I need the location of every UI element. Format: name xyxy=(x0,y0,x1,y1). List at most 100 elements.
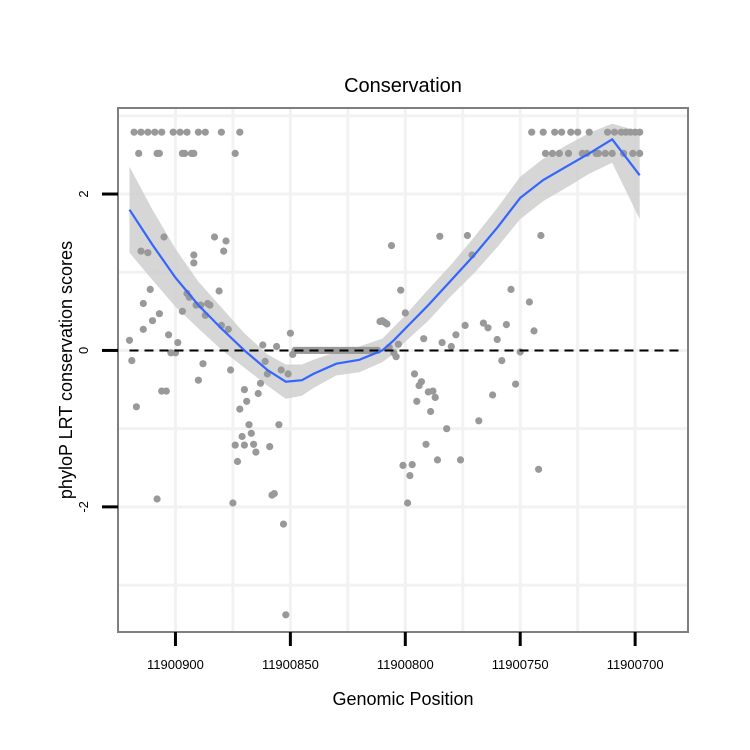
data-point xyxy=(438,339,446,347)
data-point xyxy=(206,301,214,309)
data-point xyxy=(535,465,543,473)
data-point xyxy=(475,417,483,425)
data-point xyxy=(456,456,465,464)
data-point xyxy=(270,490,278,498)
data-point xyxy=(201,128,209,136)
data-points xyxy=(125,128,644,619)
data-point xyxy=(155,310,163,318)
y-tick-label: -2 xyxy=(76,501,91,513)
y-tick-label: 2 xyxy=(76,190,91,197)
data-point xyxy=(236,128,244,136)
data-point xyxy=(132,403,140,411)
data-point xyxy=(125,336,134,344)
data-point xyxy=(240,441,248,449)
data-point xyxy=(404,499,412,507)
data-point xyxy=(502,321,510,329)
data-point xyxy=(537,231,545,240)
panel-border xyxy=(117,107,689,633)
data-point xyxy=(564,149,573,157)
data-point xyxy=(277,366,285,374)
data-point xyxy=(146,285,154,293)
data-point xyxy=(137,128,145,136)
data-point xyxy=(436,232,444,240)
data-point xyxy=(636,149,644,157)
data-point xyxy=(190,149,198,157)
data-point xyxy=(245,421,253,429)
data-point xyxy=(479,319,487,327)
data-point xyxy=(541,149,550,157)
data-point xyxy=(608,149,616,157)
data-point xyxy=(282,611,290,619)
data-point xyxy=(250,440,258,448)
data-point xyxy=(155,149,163,157)
data-point xyxy=(236,405,244,413)
data-point xyxy=(229,499,237,507)
data-point xyxy=(259,341,267,349)
data-point xyxy=(629,149,637,157)
x-tick-label: 11900700 xyxy=(607,657,664,672)
data-point xyxy=(135,149,143,157)
data-point xyxy=(383,320,391,328)
data-point xyxy=(220,247,228,255)
data-point xyxy=(484,324,492,332)
data-point xyxy=(128,357,136,365)
data-point xyxy=(183,128,191,136)
data-point xyxy=(525,298,534,306)
data-point xyxy=(413,397,421,405)
axes: 11900900 11900850 11900800 11900750 11900700… xyxy=(76,190,664,672)
data-point xyxy=(243,397,251,405)
data-point xyxy=(181,149,189,157)
data-point xyxy=(429,387,437,395)
data-point xyxy=(190,251,198,259)
x-tick-label: 11900850 xyxy=(262,657,319,672)
data-point xyxy=(567,128,575,136)
data-point xyxy=(252,448,260,456)
data-point xyxy=(530,327,538,335)
data-point xyxy=(452,331,460,339)
data-point xyxy=(178,307,186,315)
data-point xyxy=(144,249,152,257)
data-point xyxy=(256,379,265,387)
data-point xyxy=(528,128,536,136)
data-point xyxy=(408,461,416,469)
data-point xyxy=(594,149,603,157)
y-tick-label: 0 xyxy=(76,347,91,354)
data-point xyxy=(493,335,501,344)
data-point xyxy=(431,393,439,401)
data-point xyxy=(461,321,469,329)
data-point xyxy=(233,457,242,466)
data-point xyxy=(139,325,147,333)
data-point xyxy=(551,128,559,136)
data-point xyxy=(427,407,435,416)
data-point xyxy=(422,440,430,448)
grid-lines xyxy=(118,108,688,632)
data-point xyxy=(443,425,451,433)
data-point xyxy=(604,128,612,136)
data-point xyxy=(392,353,400,361)
data-point xyxy=(410,370,419,378)
data-point xyxy=(153,495,161,503)
data-point xyxy=(231,441,239,449)
data-point xyxy=(240,386,248,394)
data-point xyxy=(144,128,152,136)
data-point xyxy=(210,233,219,241)
data-point xyxy=(417,378,425,386)
data-point xyxy=(585,128,593,136)
confidence-band xyxy=(129,123,640,399)
data-point xyxy=(539,128,547,136)
data-point xyxy=(555,149,563,157)
data-point xyxy=(394,340,402,348)
data-point xyxy=(222,237,230,245)
data-point xyxy=(273,342,281,351)
data-point xyxy=(286,329,294,337)
y-axis-label: phyloP LRT conservation scores xyxy=(56,241,76,499)
data-point xyxy=(397,286,405,294)
smooth-line xyxy=(128,137,641,383)
data-point xyxy=(447,342,455,351)
data-point xyxy=(387,242,396,250)
data-point xyxy=(489,391,497,399)
data-point xyxy=(137,247,145,255)
data-point xyxy=(433,456,442,464)
data-point xyxy=(215,287,223,295)
confidence-ribbon xyxy=(129,123,640,399)
